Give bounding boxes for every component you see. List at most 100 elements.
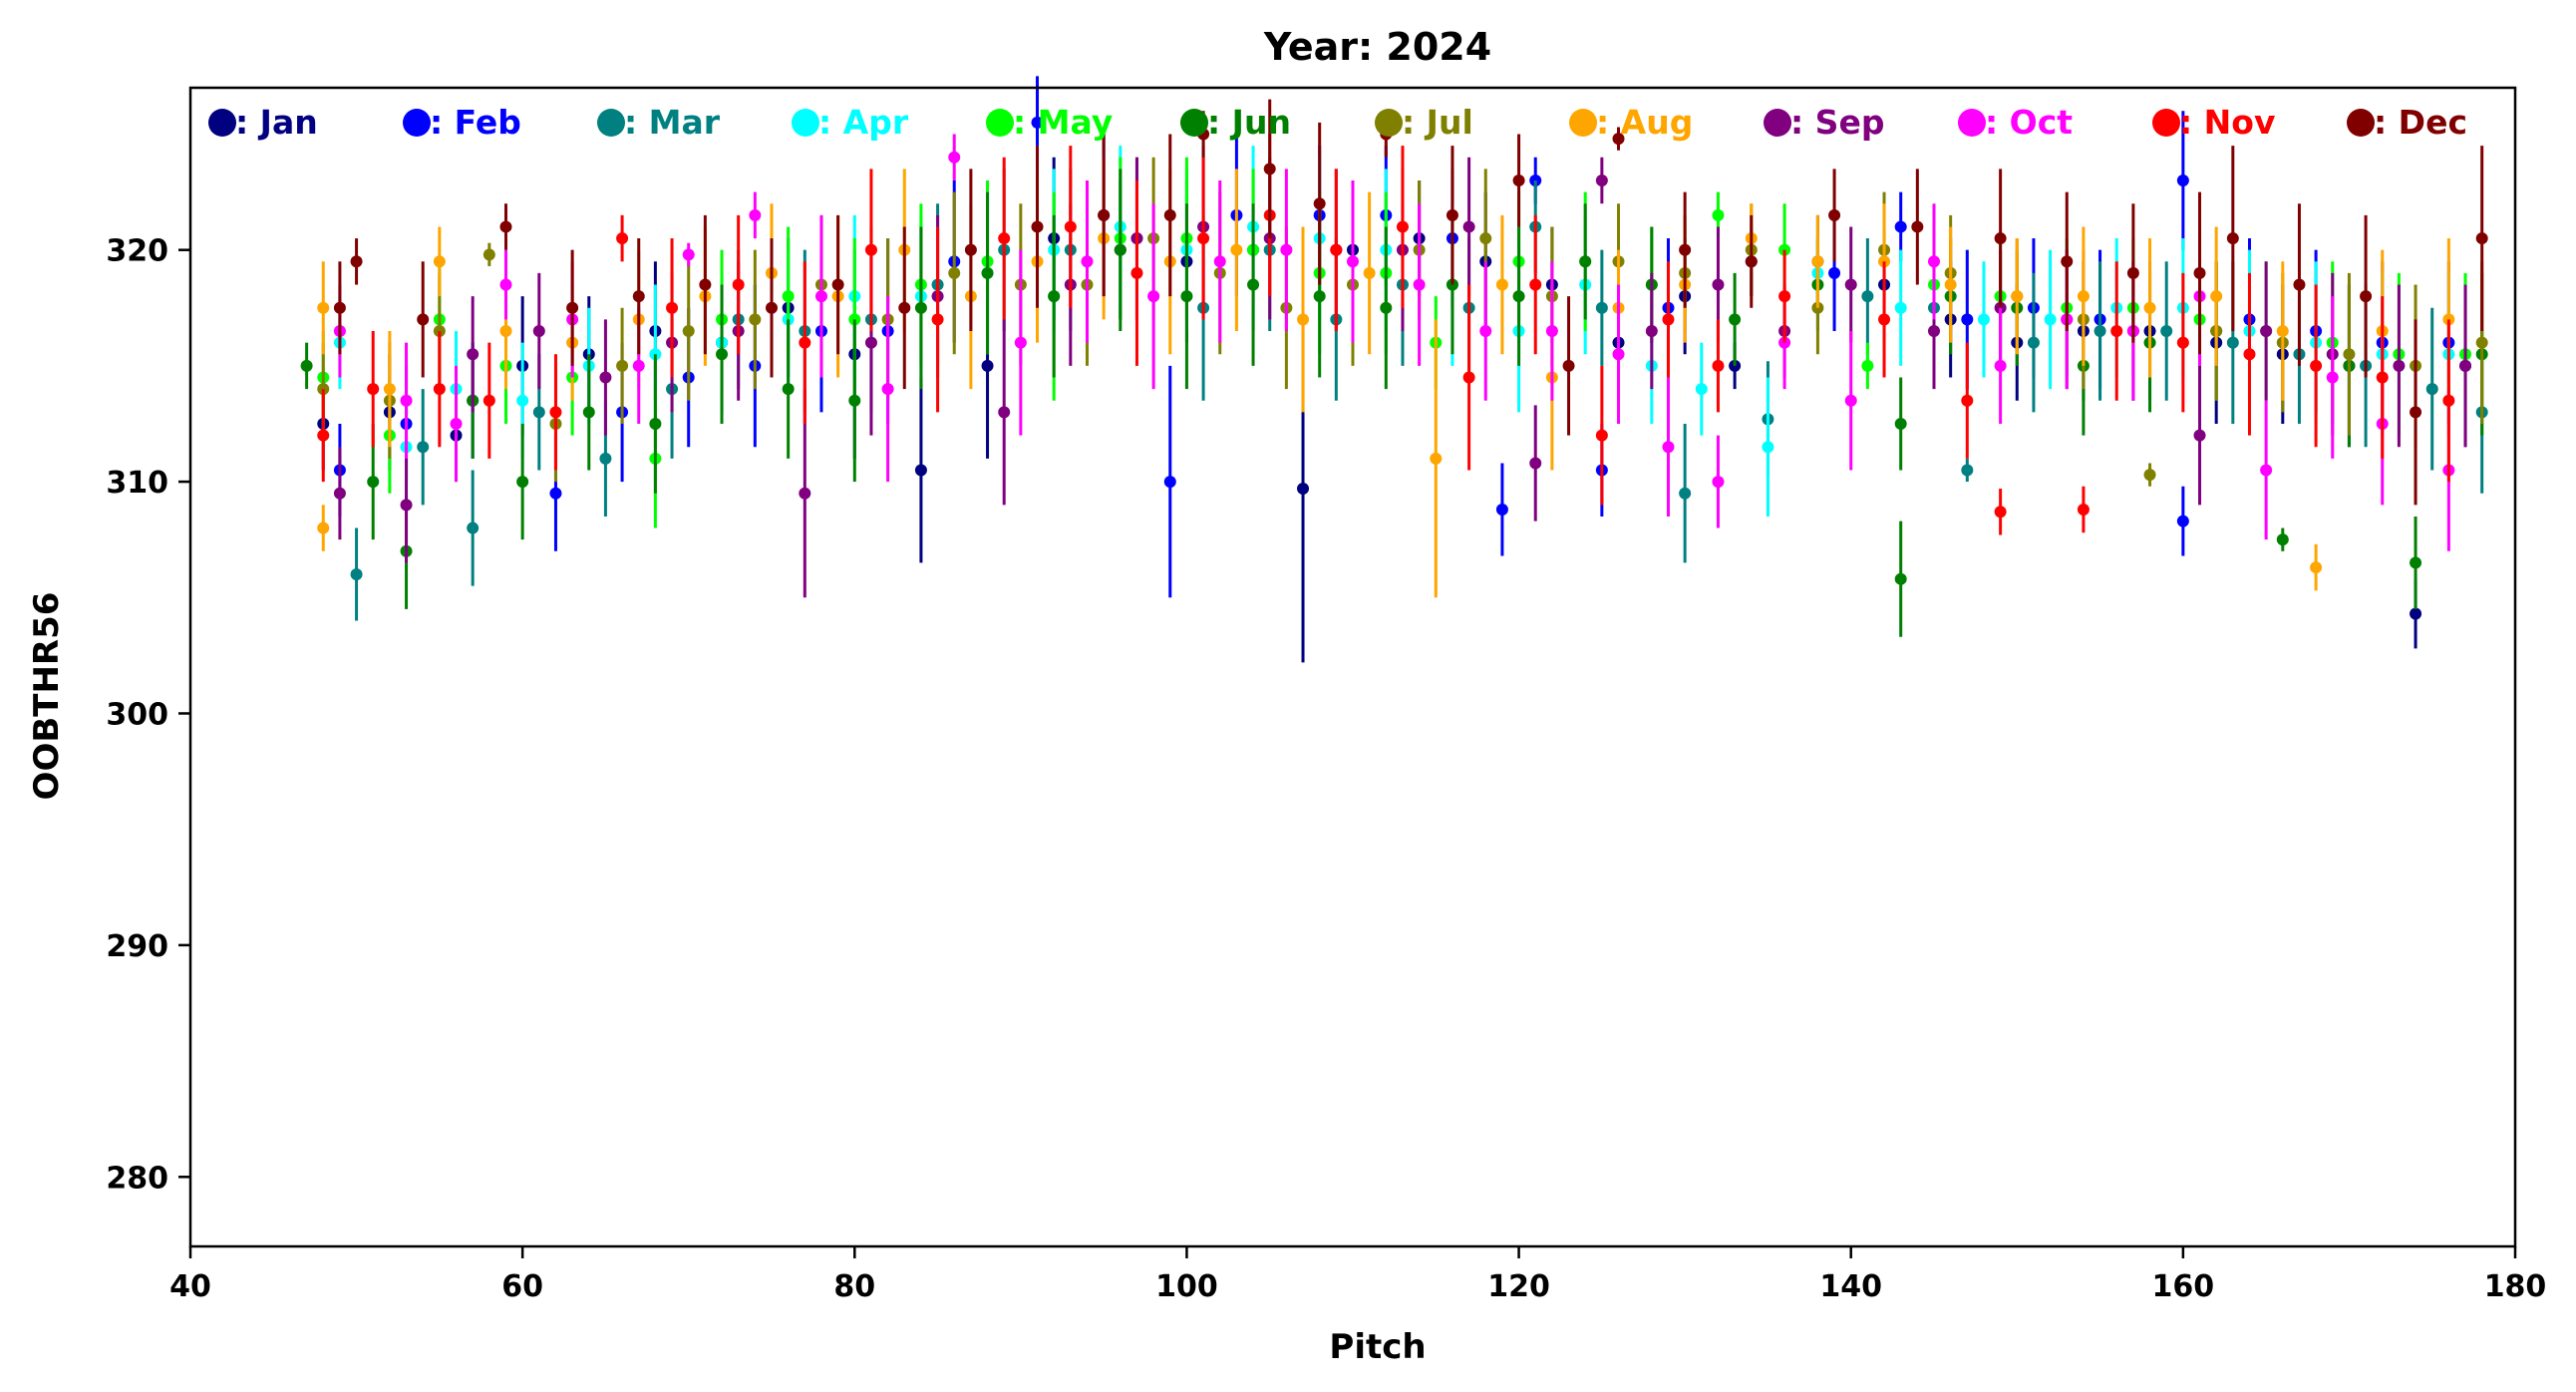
data-point	[632, 359, 645, 372]
legend-label: : Sep	[1790, 103, 1884, 142]
data-point	[931, 313, 944, 326]
data-point	[2011, 290, 2024, 303]
data-point	[1197, 232, 1210, 245]
data-point	[367, 476, 380, 489]
data-point	[1380, 301, 1393, 314]
data-point	[2143, 469, 2156, 482]
data-point	[1147, 290, 1160, 303]
data-point	[549, 487, 562, 500]
data-point	[1712, 278, 1725, 291]
legend-label: : Jan	[235, 103, 318, 142]
data-point	[1347, 255, 1359, 268]
data-point	[1495, 503, 1508, 516]
data-point	[450, 417, 463, 430]
x-tick-label: 40	[169, 1269, 211, 1304]
data-point	[499, 278, 512, 291]
data-point	[782, 290, 795, 303]
data-point	[2326, 371, 2339, 384]
legend-marker	[1764, 109, 1791, 137]
data-point	[1163, 208, 1176, 221]
data-point	[333, 487, 346, 500]
data-point	[2160, 325, 2173, 338]
data-point	[1529, 278, 1542, 291]
data-point	[417, 441, 430, 454]
data-point	[2393, 359, 2406, 372]
data-point	[1894, 417, 1907, 430]
legend-label: : Nov	[2179, 103, 2276, 142]
data-point	[848, 394, 861, 407]
data-point	[1529, 457, 1542, 470]
data-point	[881, 383, 894, 396]
data-point	[516, 476, 529, 489]
legend-label: : May	[1013, 103, 1113, 142]
y-tick-label: 310	[106, 466, 168, 501]
data-point	[831, 278, 844, 291]
data-point	[1679, 487, 1692, 500]
data-point	[383, 383, 396, 396]
data-point	[1679, 243, 1692, 256]
data-point	[1462, 371, 1475, 384]
data-point	[1894, 572, 1907, 585]
data-point	[1479, 232, 1492, 245]
data-point	[499, 325, 512, 338]
data-point	[1612, 133, 1625, 146]
data-point	[1263, 163, 1276, 175]
data-point	[1844, 394, 1857, 407]
data-point	[2226, 336, 2239, 349]
y-tick-label: 300	[106, 697, 168, 732]
data-point	[1413, 278, 1426, 291]
data-point	[682, 248, 695, 261]
data-point	[1230, 243, 1243, 256]
legend-label: : Jul	[1402, 103, 1473, 142]
data-point	[549, 406, 562, 419]
data-point	[599, 371, 612, 384]
data-point	[2410, 607, 2422, 620]
data-point	[2143, 301, 2156, 314]
data-point	[2410, 556, 2422, 569]
data-point	[1031, 116, 1044, 129]
series-11	[333, 99, 2488, 506]
legend-marker	[208, 109, 236, 137]
data-point	[2126, 266, 2139, 279]
data-point	[2176, 515, 2189, 527]
data-point	[1512, 290, 1525, 303]
data-point	[1313, 290, 1326, 303]
data-point	[716, 348, 729, 361]
data-point	[483, 394, 495, 407]
data-point	[582, 406, 595, 419]
data-point	[2276, 533, 2289, 546]
plot-frame	[188, 86, 2517, 1248]
data-point	[1545, 325, 1558, 338]
data-point	[1313, 197, 1326, 210]
data-point	[1180, 290, 1193, 303]
data-point	[417, 313, 430, 326]
data-point	[1861, 359, 1874, 372]
data-point	[2459, 359, 2472, 372]
y-tick-label: 280	[106, 1161, 168, 1196]
data-point	[2110, 325, 2123, 338]
data-point	[1330, 243, 1343, 256]
data-point	[1363, 266, 1376, 279]
data-point	[1745, 255, 1758, 268]
data-point	[400, 394, 413, 407]
data-point	[483, 248, 495, 261]
legend-label: : Mar	[624, 103, 721, 142]
y-tick-label: 290	[106, 929, 168, 964]
data-point	[2044, 313, 2057, 326]
data-point	[732, 278, 745, 291]
data-point	[898, 301, 911, 314]
legend-marker	[1180, 109, 1208, 137]
data-point	[433, 383, 446, 396]
data-point	[1130, 266, 1143, 279]
data-point	[400, 499, 413, 512]
data-point	[1048, 290, 1061, 303]
data-point	[1064, 220, 1077, 233]
legend-marker	[2152, 109, 2180, 137]
data-point	[632, 290, 645, 303]
data-point	[1430, 452, 1443, 465]
data-point	[749, 208, 762, 221]
data-point	[350, 255, 363, 268]
legend: : Jan: Feb: Mar: Apr: May: Jun: Jul: Aug…	[208, 103, 2467, 142]
